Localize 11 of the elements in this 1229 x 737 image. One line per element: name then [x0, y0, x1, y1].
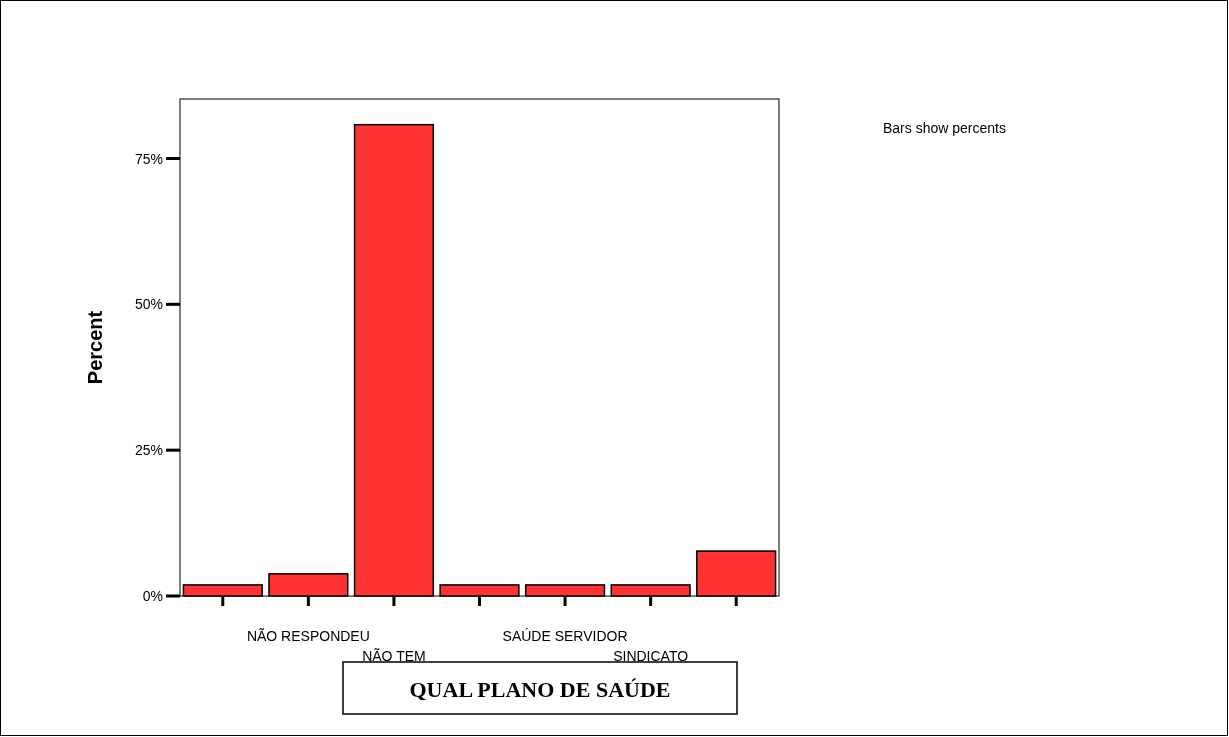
y-tick-label: 75% [134, 150, 163, 167]
text: Bars show percents [883, 120, 1006, 136]
x-axis-title: QUAL PLANO DE SAÚDE [409, 677, 671, 702]
x-tick-label: NÃO RESPONDEU [246, 628, 370, 644]
x-tick-label: SAÚDE SERVIDOR [502, 628, 628, 644]
y-axis-title: Percent [84, 310, 106, 385]
y-tick-label: 0% [142, 588, 163, 604]
x-tick-label: SINDICATO [613, 648, 689, 664]
y-tick-label: 25% [134, 442, 163, 459]
y-tick-label: 50% [134, 296, 163, 313]
x-tick-label: NÃO TEM [362, 648, 426, 664]
